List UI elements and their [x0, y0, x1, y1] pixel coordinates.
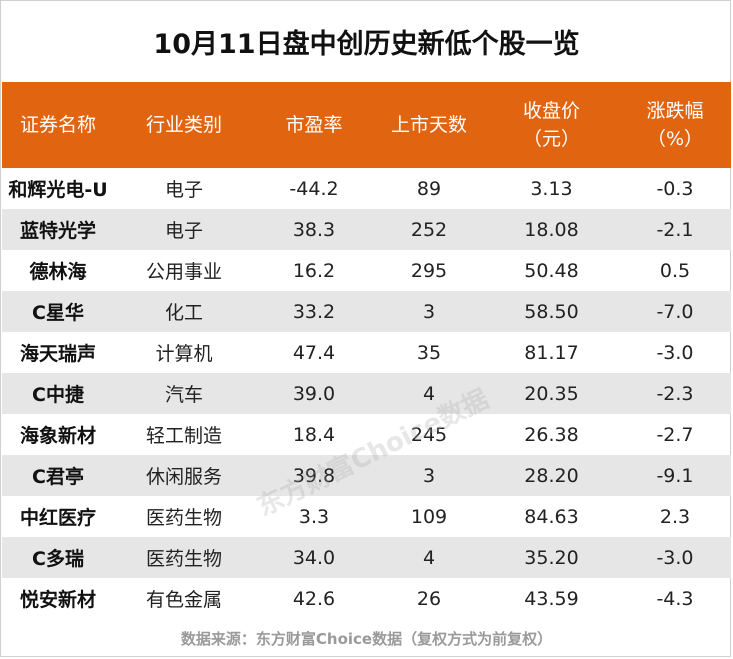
cell-pe-ratio: -44.2	[289, 177, 339, 200]
cell-change-pct: -2.1	[656, 218, 694, 241]
cell-close-price: 28.20	[524, 464, 579, 487]
cell-pe-ratio: 16.2	[292, 259, 336, 282]
header-close-price: 收盘价 （元）	[522, 100, 580, 150]
cell-pe-ratio: 38.3	[292, 218, 336, 241]
table-row: 和辉光电-U 电子 -44.2 89 3.13 -0.3	[2, 168, 731, 209]
header-industry: 行业类别	[145, 114, 222, 136]
table-row: C星华 化工 33.2 3 58.50 -7.0	[2, 291, 731, 332]
table-row: 蓝特光学 电子 38.3 252 18.08 -2.1	[2, 209, 731, 250]
cell-close-price: 18.08	[524, 218, 579, 241]
cell-change-pct: 2.3	[659, 505, 691, 528]
cell-listing-days: 3	[422, 464, 436, 487]
cell-pe-ratio: 39.8	[292, 464, 336, 487]
cell-security-name: 和辉光电-U	[8, 179, 108, 201]
header-listing-days: 上市天数	[390, 114, 467, 136]
cell-security-name: 中红医疗	[19, 507, 96, 529]
cell-security-name: 悦安新材	[19, 589, 96, 611]
cell-listing-days: 252	[410, 218, 448, 241]
cell-change-pct: -2.7	[656, 423, 694, 446]
cell-close-price: 20.35	[524, 382, 579, 405]
cell-close-price: 3.13	[530, 177, 573, 200]
table-row: 悦安新材 有色金属 42.6 26 43.59 -4.3	[2, 578, 731, 619]
cell-industry: 医药生物	[145, 548, 222, 570]
cell-pe-ratio: 39.0	[292, 382, 336, 405]
data-source-note: 数据来源：东方财富Choice数据（复权方式为前复权）	[180, 629, 553, 648]
cell-pe-ratio: 33.2	[292, 300, 336, 323]
cell-industry: 计算机	[155, 343, 213, 365]
cell-industry: 汽车	[164, 384, 203, 406]
cell-close-price: 58.50	[524, 300, 579, 323]
header-change-pct: 涨跌幅 （%）	[646, 100, 704, 150]
cell-security-name: 海象新材	[19, 425, 96, 447]
table-row: 中红医疗 医药生物 3.3 109 84.63 2.3	[2, 496, 731, 537]
cell-listing-days: 245	[410, 423, 448, 446]
cell-industry: 医药生物	[145, 507, 222, 529]
cell-change-pct: -3.0	[656, 341, 694, 364]
cell-listing-days: 35	[416, 341, 442, 364]
page-title: 10月11日盘中创历史新低个股一览	[153, 28, 580, 60]
cell-industry: 公用事业	[145, 261, 222, 283]
cell-security-name: C星华	[32, 302, 84, 324]
cell-close-price: 84.63	[524, 505, 579, 528]
cell-listing-days: 3	[422, 300, 436, 323]
table-header: 证券名称 行业类别 市盈率 上市天数 收盘价 （元） 涨跌幅 （%）	[2, 82, 731, 168]
cell-pe-ratio: 47.4	[292, 341, 336, 364]
cell-close-price: 43.59	[524, 587, 579, 610]
cell-listing-days: 4	[422, 546, 436, 569]
cell-change-pct: -7.0	[656, 300, 694, 323]
cell-security-name: 海天瑞声	[19, 343, 96, 365]
cell-security-name: 蓝特光学	[19, 220, 96, 242]
cell-change-pct: -9.1	[656, 464, 694, 487]
cell-listing-days: 295	[410, 259, 448, 282]
cell-change-pct: 0.5	[659, 259, 691, 282]
cell-close-price: 81.17	[524, 341, 579, 364]
cell-listing-days: 4	[422, 382, 436, 405]
cell-close-price: 35.20	[524, 546, 579, 569]
cell-listing-days: 26	[416, 587, 442, 610]
cell-industry: 休闲服务	[145, 466, 222, 488]
cell-security-name: C君亭	[32, 466, 84, 488]
header-pe-ratio: 市盈率	[285, 114, 343, 136]
cell-industry: 轻工制造	[145, 425, 222, 447]
cell-change-pct: -2.3	[656, 382, 694, 405]
cell-industry: 化工	[164, 302, 203, 324]
table-row: C多瑞 医药生物 34.0 4 35.20 -3.0	[2, 537, 731, 578]
cell-security-name: 德林海	[29, 261, 87, 283]
cell-pe-ratio: 34.0	[292, 546, 336, 569]
cell-close-price: 26.38	[524, 423, 579, 446]
cell-security-name: C多瑞	[32, 548, 84, 570]
cell-security-name: C中捷	[32, 384, 84, 406]
cell-change-pct: -4.3	[656, 587, 694, 610]
table-row: 海天瑞声 计算机 47.4 35 81.17 -3.0	[2, 332, 731, 373]
cell-industry: 电子	[164, 220, 203, 242]
cell-industry: 有色金属	[145, 589, 222, 611]
cell-listing-days: 89	[416, 177, 442, 200]
table-row: C中捷 汽车 39.0 4 20.35 -2.3	[2, 373, 731, 414]
cell-pe-ratio: 42.6	[292, 587, 336, 610]
cell-listing-days: 109	[410, 505, 448, 528]
cell-pe-ratio: 3.3	[298, 505, 330, 528]
cell-pe-ratio: 18.4	[292, 423, 336, 446]
table-row: C君亭 休闲服务 39.8 3 28.20 -9.1	[2, 455, 731, 496]
header-security-name: 证券名称	[19, 114, 96, 136]
cell-industry: 电子	[164, 179, 203, 201]
cell-change-pct: -3.0	[656, 546, 694, 569]
table-body: 和辉光电-U 电子 -44.2 89 3.13 -0.3 蓝特光学 电子 38.3 252 18.0…	[2, 168, 731, 619]
cell-change-pct: -0.3	[656, 177, 694, 200]
table-row: 海象新材 轻工制造 18.4 245 26.38 -2.7	[2, 414, 731, 455]
table-row: 德林海 公用事业 16.2 295 50.48 0.5	[2, 250, 731, 291]
cell-close-price: 50.48	[524, 259, 579, 282]
